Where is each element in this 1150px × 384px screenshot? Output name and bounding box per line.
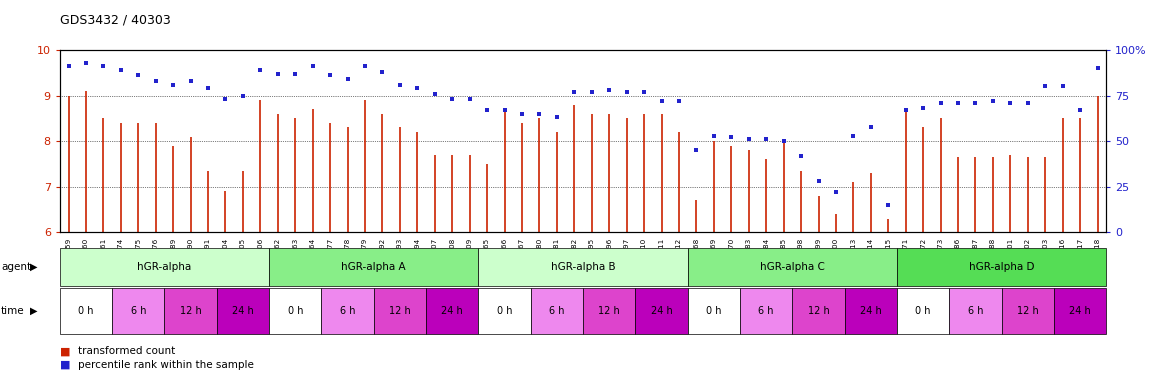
- Point: [460, 96, 478, 102]
- Point: [565, 89, 583, 95]
- Text: 12 h: 12 h: [179, 306, 201, 316]
- Point: [233, 93, 252, 99]
- Point: [391, 81, 409, 88]
- Point: [478, 107, 497, 113]
- Text: GDS3432 / 40303: GDS3432 / 40303: [60, 14, 170, 27]
- Point: [688, 147, 706, 153]
- Point: [426, 91, 444, 97]
- Point: [600, 87, 619, 93]
- Text: 6 h: 6 h: [759, 306, 774, 316]
- Text: ▶: ▶: [30, 306, 38, 316]
- Point: [1019, 100, 1037, 106]
- Point: [757, 136, 775, 142]
- Point: [844, 132, 862, 139]
- Text: ▶: ▶: [30, 262, 38, 272]
- Point: [635, 89, 653, 95]
- Text: 12 h: 12 h: [1017, 306, 1038, 316]
- Text: time: time: [1, 306, 25, 316]
- Point: [966, 100, 984, 106]
- Point: [739, 136, 758, 142]
- Text: 0 h: 0 h: [706, 306, 721, 316]
- Text: 0 h: 0 h: [78, 306, 93, 316]
- Point: [60, 63, 78, 70]
- Point: [129, 73, 147, 79]
- Point: [914, 105, 933, 111]
- Text: ■: ■: [60, 346, 70, 356]
- Point: [251, 67, 269, 73]
- Text: 6 h: 6 h: [968, 306, 983, 316]
- Text: 24 h: 24 h: [442, 306, 463, 316]
- Point: [1088, 65, 1106, 71]
- Point: [338, 76, 356, 82]
- Text: hGR-alpha B: hGR-alpha B: [551, 262, 615, 272]
- Point: [199, 85, 217, 91]
- Point: [112, 67, 130, 73]
- Point: [547, 114, 566, 121]
- Point: [530, 111, 549, 117]
- Text: 24 h: 24 h: [232, 306, 254, 316]
- Text: 24 h: 24 h: [860, 306, 882, 316]
- Text: hGR-alpha C: hGR-alpha C: [760, 262, 825, 272]
- Text: 0 h: 0 h: [915, 306, 930, 316]
- Point: [705, 132, 723, 139]
- Point: [1002, 100, 1020, 106]
- Point: [861, 124, 880, 130]
- Point: [774, 138, 792, 144]
- Point: [286, 71, 305, 77]
- Point: [77, 60, 95, 66]
- Text: 24 h: 24 h: [651, 306, 673, 316]
- Point: [304, 63, 322, 70]
- Point: [810, 178, 828, 184]
- Point: [583, 89, 601, 95]
- Point: [1036, 83, 1055, 89]
- Text: hGR-alpha: hGR-alpha: [137, 262, 192, 272]
- Point: [827, 189, 845, 195]
- Point: [182, 78, 200, 84]
- Point: [513, 111, 531, 117]
- Point: [983, 98, 1002, 104]
- Point: [879, 202, 897, 208]
- Text: 12 h: 12 h: [389, 306, 411, 316]
- Text: 6 h: 6 h: [550, 306, 565, 316]
- Point: [374, 69, 392, 75]
- Point: [1071, 107, 1089, 113]
- Point: [496, 107, 514, 113]
- Text: 6 h: 6 h: [340, 306, 355, 316]
- Point: [408, 85, 427, 91]
- Text: percentile rank within the sample: percentile rank within the sample: [78, 360, 254, 370]
- Text: 6 h: 6 h: [131, 306, 146, 316]
- Point: [94, 63, 113, 70]
- Text: hGR-alpha D: hGR-alpha D: [969, 262, 1034, 272]
- Point: [722, 134, 741, 141]
- Text: 0 h: 0 h: [288, 306, 302, 316]
- Text: hGR-alpha A: hGR-alpha A: [342, 262, 406, 272]
- Point: [618, 89, 636, 95]
- Point: [1053, 83, 1072, 89]
- Text: 12 h: 12 h: [598, 306, 620, 316]
- Point: [164, 81, 183, 88]
- Text: 0 h: 0 h: [497, 306, 512, 316]
- Point: [949, 100, 967, 106]
- Text: 24 h: 24 h: [1070, 306, 1091, 316]
- Point: [321, 73, 339, 79]
- Point: [669, 98, 688, 104]
- Text: transformed count: transformed count: [78, 346, 176, 356]
- Text: ■: ■: [60, 360, 70, 370]
- Point: [932, 100, 950, 106]
- Point: [355, 63, 374, 70]
- Point: [443, 96, 461, 102]
- Point: [216, 96, 235, 102]
- Text: agent: agent: [1, 262, 31, 272]
- Text: 12 h: 12 h: [807, 306, 829, 316]
- Point: [792, 153, 811, 159]
- Point: [269, 71, 288, 77]
- Point: [652, 98, 670, 104]
- Point: [146, 78, 164, 84]
- Point: [897, 107, 915, 113]
